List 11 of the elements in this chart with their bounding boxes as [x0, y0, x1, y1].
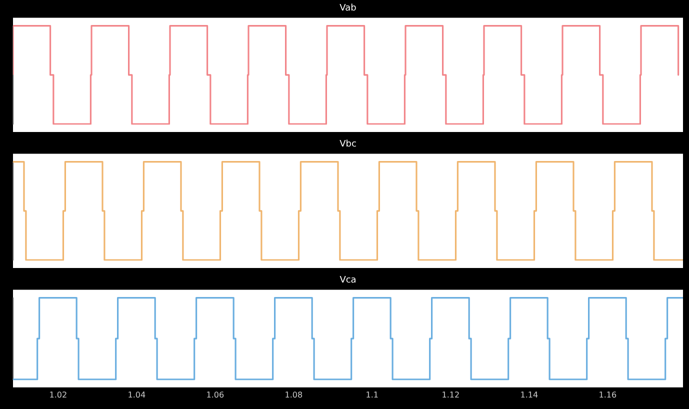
x-tick-label: 1.06 — [206, 390, 224, 400]
x-tick-label: 1.14 — [520, 390, 538, 400]
x-tick-label: 1.02 — [49, 390, 68, 400]
x-tick-label: 1.16 — [598, 390, 617, 400]
x-tick-label: 1.08 — [284, 390, 303, 400]
x-tick-label: 1.12 — [442, 390, 460, 400]
chart-title: Vca — [340, 276, 356, 286]
x-tick-label: 1.1 — [366, 390, 379, 400]
x-tick-label: 1.04 — [128, 390, 146, 400]
chart-title: Vab — [340, 4, 357, 14]
chart-title: Vbc — [340, 140, 356, 150]
